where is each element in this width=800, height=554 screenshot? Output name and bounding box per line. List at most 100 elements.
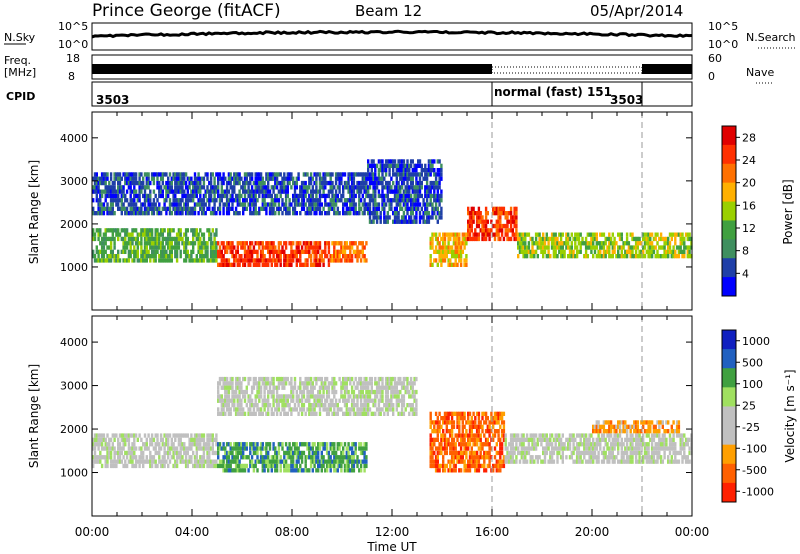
heatmap-cell — [434, 455, 438, 460]
heatmap-cell — [299, 258, 302, 263]
heatmap-cell — [368, 219, 372, 224]
heatmap-cell — [338, 442, 341, 447]
heatmap-cell — [174, 245, 177, 250]
heatmap-cell — [549, 442, 552, 447]
heatmap-cell — [108, 442, 111, 447]
heatmap-cell — [231, 262, 234, 267]
heatmap-cell — [284, 463, 288, 469]
heatmap-cell — [142, 455, 145, 460]
heatmap-cell — [518, 450, 522, 456]
heatmap-cell — [477, 459, 481, 464]
heatmap-cell — [195, 189, 198, 194]
heatmap-cell — [452, 254, 456, 259]
heatmap-cell — [265, 262, 268, 267]
heatmap-cell — [549, 254, 552, 259]
heatmap-cell — [217, 411, 220, 416]
heatmap-cell — [174, 241, 177, 246]
heatmap-cell — [97, 258, 100, 263]
heatmap-cell — [220, 176, 223, 181]
heatmap-cell — [92, 206, 95, 211]
heatmap-cell — [286, 446, 289, 451]
heatmap-cell — [386, 193, 389, 199]
heatmap-cell — [136, 193, 139, 199]
heatmap-cell — [183, 206, 186, 211]
heatmap-cell — [286, 206, 289, 211]
heatmap-cell — [122, 236, 125, 242]
heatmap-cell — [218, 262, 222, 267]
heatmap-cell — [295, 241, 298, 246]
heatmap-cell — [349, 254, 352, 259]
heatmap-cell — [272, 176, 275, 181]
heatmap-cell — [440, 245, 443, 250]
heatmap-cell — [215, 437, 218, 442]
heatmap-cell — [336, 249, 339, 254]
heatmap-cell — [365, 455, 368, 460]
heatmap-cell — [138, 176, 141, 181]
heatmap-cell — [640, 420, 643, 425]
heatmap-cell — [281, 202, 284, 207]
heatmap-cell — [275, 254, 279, 259]
heatmap-cell — [365, 185, 368, 190]
heatmap-cell — [629, 254, 632, 259]
heatmap-cell — [288, 241, 291, 246]
heatmap-cell — [243, 189, 247, 194]
heatmap-cell — [429, 258, 432, 263]
heatmap-cell — [120, 211, 123, 216]
heatmap-cell — [258, 241, 261, 246]
heatmap-cell — [393, 159, 397, 164]
heatmap-cell — [175, 206, 179, 211]
heatmap-cell — [211, 206, 214, 211]
heatmap-cell — [461, 249, 464, 254]
heatmap-cell — [268, 189, 272, 194]
heatmap-cell — [354, 254, 357, 259]
heatmap-cell — [359, 446, 363, 451]
heatmap-cell — [408, 198, 411, 203]
heatmap-cell — [484, 455, 488, 460]
heatmap-cell — [509, 211, 513, 216]
heatmap-cell — [336, 468, 339, 473]
heatmap-cell — [549, 236, 552, 242]
heatmap-cell — [102, 176, 106, 181]
heatmap-cell — [134, 180, 138, 186]
heatmap-cell — [209, 249, 213, 254]
heatmap-cell — [302, 198, 306, 203]
heatmap-cell — [238, 262, 241, 267]
heatmap-cell — [415, 211, 418, 216]
heatmap-cell — [452, 420, 456, 425]
heatmap-cell — [295, 211, 298, 216]
heatmap-cell — [372, 198, 375, 203]
heatmap-cell — [297, 459, 300, 464]
heatmap-cell — [413, 189, 416, 194]
heatmap-cell — [220, 249, 223, 254]
heatmap-cell — [545, 437, 548, 442]
heatmap-cell — [102, 180, 106, 186]
heatmap-cell — [229, 193, 232, 199]
heatmap-cell — [206, 450, 209, 456]
heatmap-cell — [234, 172, 238, 177]
heatmap-cell — [97, 189, 100, 194]
heatmap-cell — [604, 429, 607, 434]
heatmap-cell — [622, 455, 625, 460]
heatmap-cell — [320, 185, 323, 190]
heatmap-cell — [583, 433, 586, 438]
heatmap-cell — [502, 211, 506, 216]
heatmap-cell — [149, 236, 152, 242]
heatmap-cell — [293, 249, 297, 254]
heatmap-cell — [542, 232, 545, 237]
heatmap-cell — [499, 442, 502, 447]
heatmap-cell — [318, 172, 322, 177]
heatmap-cell — [161, 176, 164, 181]
heatmap-cell — [383, 215, 386, 220]
heatmap-cell — [436, 446, 439, 451]
heatmap-cell — [259, 241, 263, 246]
heatmap-cell — [274, 258, 277, 263]
heatmap-cell — [113, 437, 116, 442]
heatmap-cell — [165, 172, 168, 177]
heatmap-cell — [404, 215, 407, 220]
heatmap-cell — [517, 254, 520, 259]
heatmap-cell — [134, 211, 138, 216]
heatmap-cell — [204, 254, 207, 259]
heatmap-cell — [350, 172, 354, 177]
heatmap-cell — [433, 180, 436, 186]
heatmap-cell — [290, 459, 293, 464]
